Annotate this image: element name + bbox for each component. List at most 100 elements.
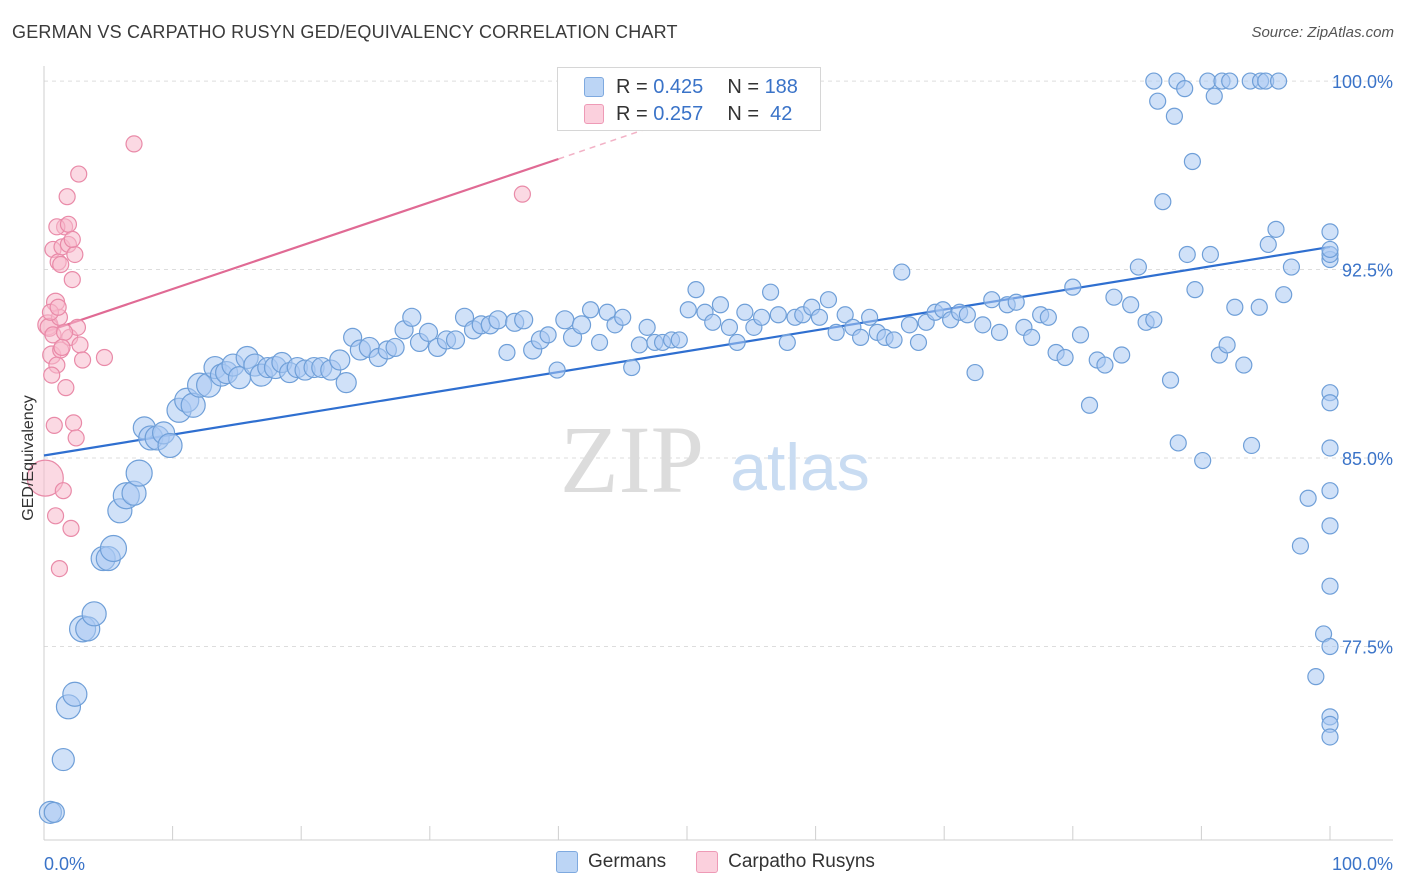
series-legend: Germans Carpatho Rusyns: [556, 851, 905, 873]
germans-point: [1154, 193, 1172, 211]
germans-point: [1291, 537, 1310, 555]
y-tick-label: 85.0%: [1342, 449, 1393, 469]
carpatho-rusyns-point: [125, 135, 143, 153]
germans-point: [1259, 235, 1277, 254]
germans-point: [418, 322, 439, 342]
germans-point: [1205, 87, 1223, 105]
germans-point: [402, 307, 422, 327]
germans-point: [1176, 80, 1194, 98]
germans-point: [900, 316, 919, 334]
germans-point: [1129, 258, 1147, 276]
carpatho-rusyns-trend-line: [43, 157, 559, 334]
germans-point: [1145, 72, 1163, 90]
stats-row-carpatho-rusyns: R = 0.257 N = 42: [584, 101, 792, 127]
germans-point: [548, 361, 566, 379]
chart-title: GERMAN VS CARPATHO RUSYN GED/EQUIVALENCY…: [12, 22, 678, 42]
germans-point: [1307, 668, 1325, 686]
germans-point: [514, 310, 534, 330]
carpatho-rusyns-swatch: [584, 104, 604, 124]
germans-point: [1071, 326, 1090, 344]
germans-point: [555, 310, 575, 330]
germans-point: [385, 337, 405, 358]
germans-point: [488, 310, 508, 330]
carpatho-rusyns-legend-swatch: [696, 851, 719, 873]
carpatho-rusyns-point: [55, 323, 74, 341]
germans-point: [157, 432, 183, 459]
germans-point: [1145, 311, 1163, 329]
germans-point: [1235, 356, 1253, 374]
watermark-atlas: atlas: [730, 430, 869, 504]
germans-point: [630, 336, 649, 354]
legend-item-carpatho-rusyns[interactable]: Carpatho Rusyns: [696, 851, 875, 873]
germans-point: [498, 343, 516, 362]
germans-swatch: [584, 77, 604, 97]
data-points: [26, 72, 1339, 824]
germans-point: [1218, 336, 1236, 354]
germans-point: [1096, 356, 1114, 374]
germans-point: [1194, 451, 1212, 470]
carpatho-rusyns-point: [46, 507, 65, 525]
germans-point: [1039, 308, 1057, 326]
n-label: N =: [727, 75, 765, 98]
carpatho-rusyns-point: [64, 414, 83, 432]
germans-point: [819, 291, 838, 309]
germans-point: [1321, 517, 1339, 535]
germans-point: [1161, 371, 1180, 389]
r-label: R =: [616, 75, 654, 98]
germans-point: [1186, 281, 1204, 299]
carpatho-rusyns-point: [513, 185, 531, 203]
germans-point: [836, 306, 854, 324]
stats-legend: R = 0.425 N = 188 R = 0.257 N = 42: [557, 67, 821, 131]
germans-point: [720, 318, 739, 336]
germans-point: [1064, 278, 1082, 296]
n-label: N =: [727, 102, 765, 125]
n-value: 188: [764, 75, 798, 98]
germans-point: [1122, 296, 1140, 314]
r-value: 0.425: [653, 75, 704, 98]
germans-point: [598, 303, 616, 321]
germans-point: [1056, 348, 1074, 367]
carpatho-rusyns-point: [57, 379, 75, 397]
germans-point: [1321, 728, 1339, 746]
carpatho-rusyns-point: [49, 298, 67, 316]
x-tick-label: 100.0%: [1332, 854, 1393, 874]
germans-point: [1321, 394, 1339, 412]
germans-point: [1242, 436, 1261, 455]
germans-point: [1267, 220, 1285, 238]
germans-point: [445, 330, 466, 350]
carpatho-rusyns-point: [63, 271, 81, 289]
germans-point: [638, 318, 656, 336]
germans-point: [1183, 152, 1201, 171]
legend-item-germans[interactable]: Germans: [556, 851, 666, 873]
germans-point: [1321, 577, 1339, 595]
germans-point: [704, 313, 722, 331]
germans-point: [581, 301, 600, 319]
germans-point: [827, 323, 845, 341]
carpatho-rusyns-point: [58, 188, 76, 206]
germans-point: [329, 349, 351, 371]
y-tick-label: 92.5%: [1342, 261, 1393, 281]
germans-trend-line: [43, 245, 1331, 457]
germans-point: [736, 303, 754, 321]
carpatho-rusyns-point: [59, 215, 78, 233]
germans-point: [43, 801, 65, 823]
germans-point: [125, 459, 153, 487]
germans-point: [1221, 72, 1239, 90]
germans-point: [62, 681, 88, 707]
germans-point: [1080, 396, 1099, 414]
germans-point: [893, 263, 911, 281]
y-tick-label: 100.0%: [1332, 72, 1393, 92]
germans-point: [1299, 489, 1317, 507]
germans-point: [1201, 245, 1220, 264]
germans-point: [769, 306, 787, 324]
germans-point: [1321, 240, 1339, 259]
germans-point: [861, 308, 879, 326]
germans-point: [1165, 107, 1183, 125]
carpatho-rusyns-point: [43, 366, 61, 384]
r-value: 0.257: [653, 102, 704, 125]
germans-point: [614, 308, 632, 326]
carpatho-rusyns-point: [95, 348, 114, 367]
germans-point: [990, 323, 1009, 341]
carpatho-rusyns-point: [52, 255, 70, 274]
legend-label-germans: Germans: [588, 851, 667, 872]
